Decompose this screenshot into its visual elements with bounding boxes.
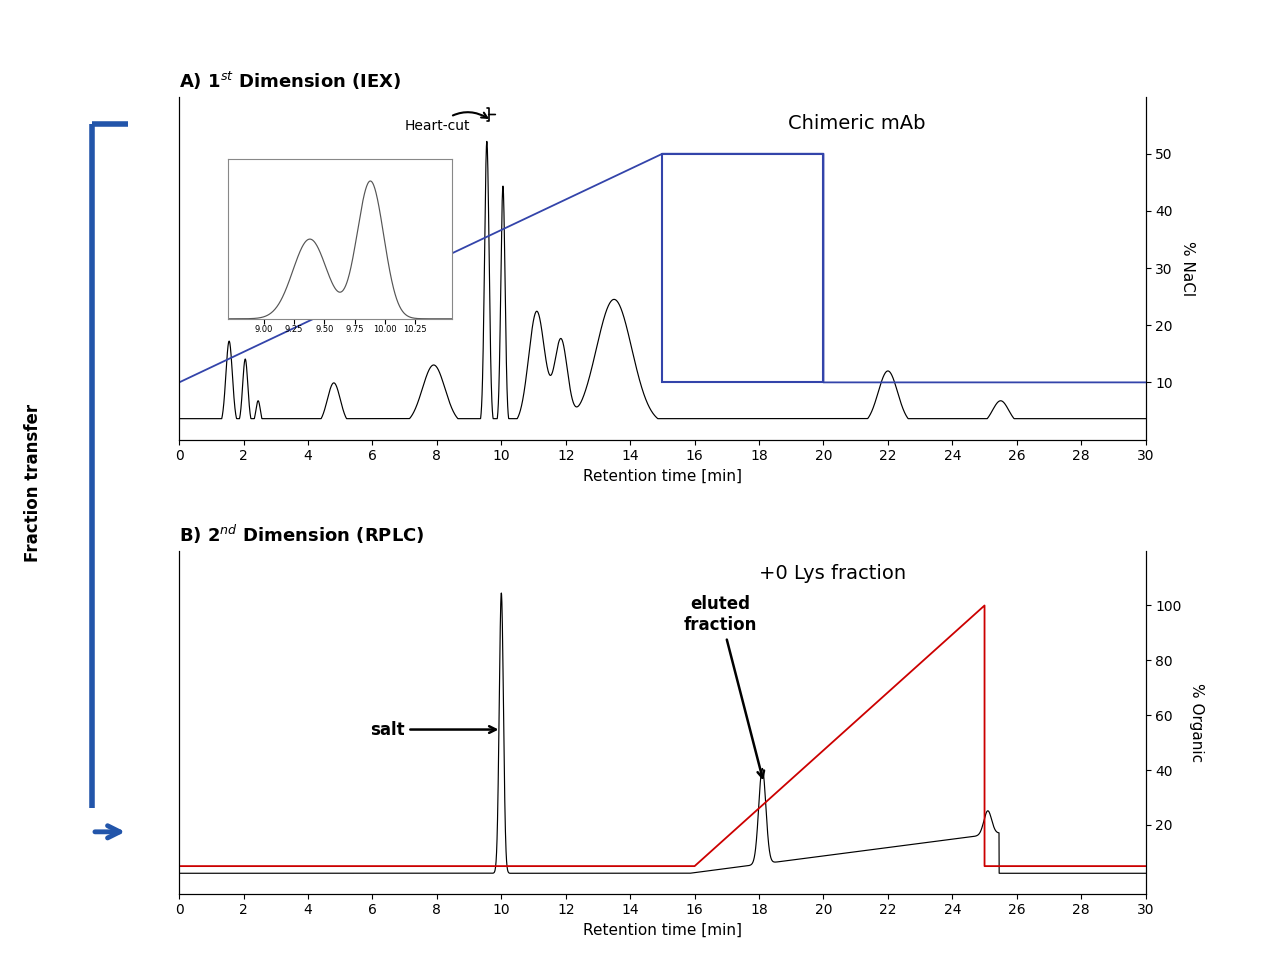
Text: +0 Lys fraction: +0 Lys fraction	[759, 564, 906, 583]
Text: salt: salt	[370, 721, 495, 739]
Y-axis label: % NaCl: % NaCl	[1180, 241, 1196, 296]
Text: eluted
fraction: eluted fraction	[684, 595, 764, 778]
Y-axis label: % Organic: % Organic	[1189, 683, 1204, 761]
Text: Fraction transfer: Fraction transfer	[24, 404, 42, 562]
Text: A) 1$^{st}$ Dimension (IEX): A) 1$^{st}$ Dimension (IEX)	[179, 71, 402, 93]
X-axis label: Retention time [min]: Retention time [min]	[582, 923, 742, 938]
Bar	[663, 154, 823, 383]
X-axis label: Retention time [min]: Retention time [min]	[582, 469, 742, 484]
Text: Heart-cut: Heart-cut	[404, 112, 488, 133]
Text: Chimeric mAb: Chimeric mAb	[788, 114, 925, 132]
Text: B) 2$^{nd}$ Dimension (RPLC): B) 2$^{nd}$ Dimension (RPLC)	[179, 524, 425, 547]
